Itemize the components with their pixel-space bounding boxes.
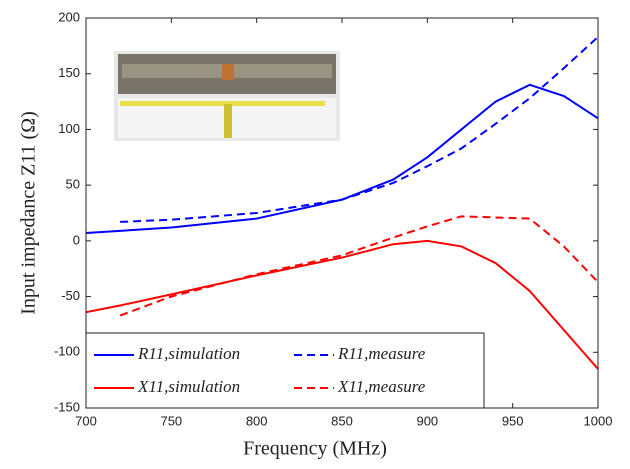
x-axis-label: Frequency (MHz): [243, 438, 387, 460]
y-axis-label: Input impedance Z11 (Ω): [18, 111, 40, 315]
y-tick-label: -100: [54, 344, 80, 359]
photo-connector: [222, 64, 234, 80]
y-tick-label: -50: [61, 288, 80, 303]
series-line: [120, 36, 599, 223]
layout-feed: [224, 104, 232, 138]
series-line: [85, 239, 599, 370]
y-tick-label: 150: [58, 65, 80, 80]
legend-label: R11,simulation: [137, 344, 240, 363]
x-tick-label: 800: [246, 413, 268, 428]
y-tick-label: 0: [73, 232, 80, 247]
x-tick-label: 900: [416, 413, 438, 428]
series-line: [85, 83, 599, 235]
legend-label: R11,measure: [337, 344, 426, 363]
y-tick-label: 200: [58, 9, 80, 24]
x-tick-label: 700: [75, 413, 97, 428]
x-tick-label: 750: [160, 413, 182, 428]
layout-arm: [120, 101, 325, 106]
y-tick-label: 50: [66, 177, 80, 192]
x-tick-label: 950: [502, 413, 524, 428]
y-tick-label: 100: [58, 121, 80, 136]
y-tick-label: -150: [54, 399, 80, 414]
legend-label: X11,measure: [337, 377, 426, 396]
inset-photo: [114, 51, 340, 141]
x-tick-label: 850: [331, 413, 353, 428]
legend-label: X11,simulation: [137, 377, 240, 396]
legend-box: [85, 332, 485, 409]
x-tick-label: 1000: [584, 413, 613, 428]
